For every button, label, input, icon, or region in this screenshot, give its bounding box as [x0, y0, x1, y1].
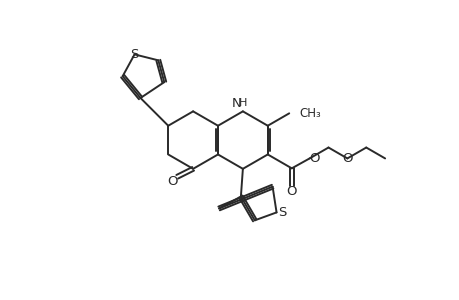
Text: H: H: [238, 98, 246, 108]
Text: CH₃: CH₃: [298, 107, 320, 120]
Text: O: O: [308, 152, 319, 165]
Text: S: S: [130, 48, 139, 61]
Text: O: O: [286, 184, 297, 198]
Text: N: N: [231, 97, 241, 110]
Text: S: S: [278, 206, 286, 219]
Text: O: O: [167, 175, 177, 188]
Text: O: O: [341, 152, 352, 165]
